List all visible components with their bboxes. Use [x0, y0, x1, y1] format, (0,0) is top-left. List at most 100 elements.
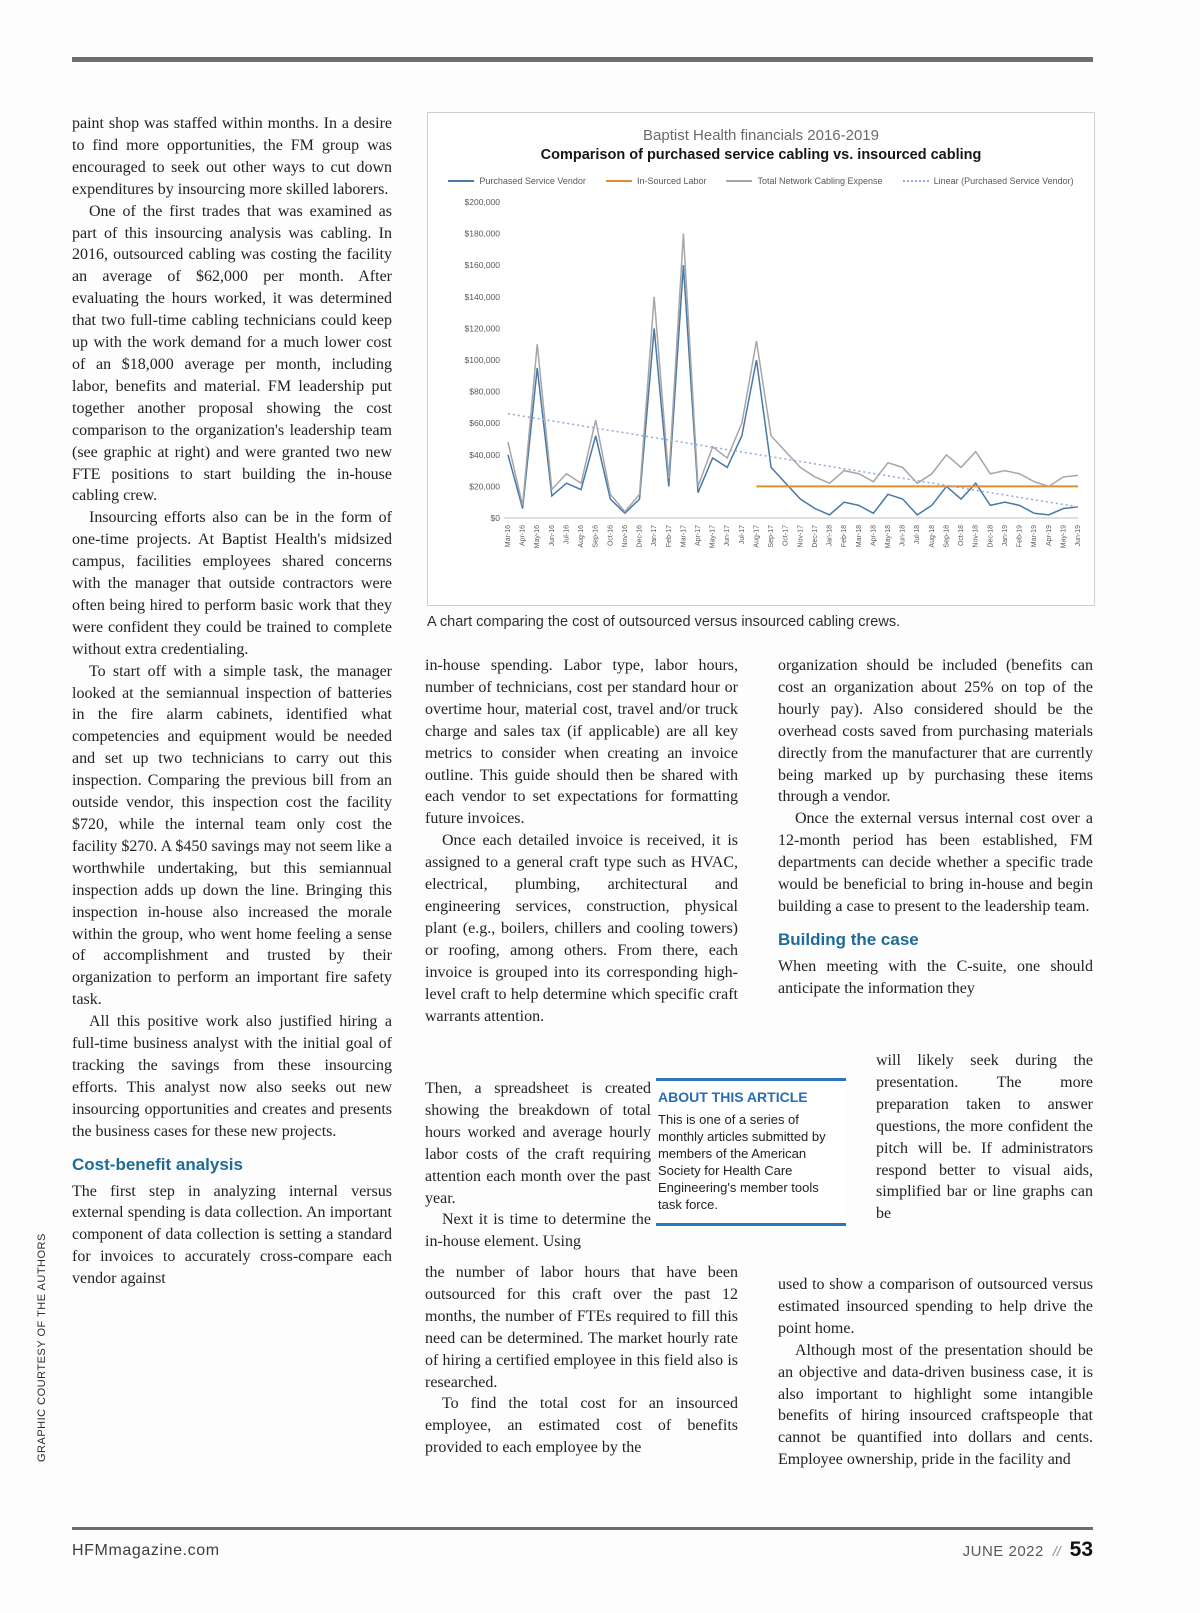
svg-text:Jun-19: Jun-19: [1075, 525, 1082, 547]
middle-column-lower: the number of labor hours that have been…: [425, 1262, 738, 1459]
chart-figure: Baptist Health financials 2016-2019 Comp…: [427, 112, 1095, 606]
right-column-narrow: will likely seek during the presentation…: [876, 1050, 1093, 1225]
paragraph: One of the first trades that was examine…: [72, 202, 392, 505]
svg-text:Aug-17: Aug-17: [753, 525, 760, 548]
subhead-cost-benefit-analysis: Cost-benefit analysis: [72, 1154, 243, 1174]
svg-text:$80,000: $80,000: [469, 387, 500, 397]
svg-text:Mar-16: Mar-16: [505, 525, 512, 547]
svg-text:Oct-17: Oct-17: [783, 525, 790, 546]
svg-text:Jul-17: Jul-17: [739, 525, 746, 544]
paragraph: paint shop was staffed within months. In…: [72, 115, 392, 198]
svg-text:Jul-18: Jul-18: [914, 525, 921, 544]
svg-text:Dec-17: Dec-17: [812, 525, 819, 548]
figure-caption: A chart comparing the cost of outsourced…: [427, 614, 901, 630]
svg-text:$40,000: $40,000: [469, 450, 500, 460]
paragraph: in-house spending. Labor type, labor hou…: [425, 657, 738, 828]
legend-item: Total Network Cabling Expense: [726, 176, 883, 186]
svg-text:May-16: May-16: [534, 525, 541, 548]
svg-text:Jan-17: Jan-17: [651, 525, 658, 547]
svg-text:Sep-16: Sep-16: [593, 525, 600, 548]
paragraph: Then, a spreadsheet is created showing t…: [425, 1080, 651, 1207]
footer-slashes: //: [1052, 1543, 1061, 1559]
paragraph: used to show a comparison of outsourced …: [778, 1276, 1093, 1337]
svg-text:Feb-17: Feb-17: [666, 525, 673, 547]
svg-text:Aug-16: Aug-16: [578, 525, 585, 548]
legend-line-swatch: [902, 180, 929, 182]
legend-item: Purchased Service Vendor: [448, 176, 586, 186]
paragraph: When meeting with the C-suite, one shoul…: [778, 957, 1093, 997]
chart-subtitle: Comparison of purchased service cabling …: [540, 147, 982, 163]
legend-line-swatch: [605, 180, 632, 182]
footer-issue-block: JUNE 2022 // 53: [963, 1538, 1093, 1562]
legend-label: In-Sourced Labor: [636, 176, 707, 186]
graphic-credit-vertical: GRAPHIC COURTESY OF THE AUTHORS: [36, 1233, 48, 1462]
right-column-upper: organization should be included (benefit…: [778, 655, 1093, 1000]
svg-text:Jan-19: Jan-19: [1002, 525, 1009, 547]
svg-text:Jun-18: Jun-18: [900, 525, 907, 547]
footer-page-number: 53: [1069, 1538, 1093, 1561]
svg-text:Aug-18: Aug-18: [929, 525, 936, 548]
svg-text:Dec-16: Dec-16: [637, 525, 644, 548]
left-column: paint shop was staffed within months. In…: [72, 113, 392, 1290]
svg-text:Apr-18: Apr-18: [870, 525, 877, 546]
footer-issue-date: JUNE 2022: [962, 1543, 1044, 1560]
legend-item: Linear (Purchased Service Vendor): [902, 176, 1074, 186]
paragraph: the number of labor hours that have been…: [425, 1264, 738, 1391]
paragraph: Insourcing efforts also can be in the fo…: [72, 509, 392, 658]
svg-text:Apr-17: Apr-17: [695, 525, 702, 546]
svg-text:$20,000: $20,000: [469, 481, 500, 491]
paragraph: All this positive work also justified hi…: [72, 1013, 392, 1140]
svg-text:$140,000: $140,000: [465, 292, 501, 302]
svg-text:Dec-18: Dec-18: [987, 525, 994, 548]
legend-label: Purchased Service Vendor: [479, 176, 586, 186]
svg-text:Apr-19: Apr-19: [1046, 525, 1053, 546]
top-rule: [72, 57, 1093, 62]
svg-text:Nov-16: Nov-16: [622, 525, 629, 548]
svg-text:$100,000: $100,000: [465, 355, 501, 365]
svg-text:Jun-16: Jun-16: [549, 525, 556, 547]
svg-text:Jun-17: Jun-17: [724, 525, 731, 547]
svg-text:Nov-17: Nov-17: [797, 525, 804, 548]
middle-column-narrow: Then, a spreadsheet is created showing t…: [425, 1078, 651, 1253]
about-article-box: ABOUT THIS ARTICLE This is one of a seri…: [656, 1078, 846, 1226]
svg-text:Mar-19: Mar-19: [1031, 525, 1038, 547]
paragraph: The first step in analyzing internal ver…: [72, 1182, 392, 1288]
svg-text:Feb-19: Feb-19: [1017, 525, 1024, 547]
right-column-lower: used to show a comparison of outsourced …: [778, 1274, 1093, 1471]
svg-text:$0: $0: [491, 513, 501, 523]
svg-text:Apr-16: Apr-16: [520, 525, 527, 546]
paragraph: organization should be included (benefit…: [778, 657, 1093, 806]
legend-item: In-Sourced Labor: [605, 176, 707, 186]
svg-text:$180,000: $180,000: [465, 229, 501, 239]
paragraph: Once each detailed invoice is received, …: [425, 832, 738, 1025]
svg-text:Nov-18: Nov-18: [973, 525, 980, 548]
svg-text:Feb-18: Feb-18: [841, 525, 848, 547]
subhead-building-the-case: Building the case: [778, 929, 919, 949]
about-article-body: This is one of a series of monthly artic…: [658, 1112, 826, 1212]
svg-text:Sep-17: Sep-17: [768, 525, 775, 548]
chart-plot: $0 $20,000 $40,000 $60,000 $80,000 $100,000 $1…: [465, 197, 1082, 548]
middle-column-upper: in-house spending. Labor type, labor hou…: [425, 655, 738, 1027]
paragraph: To find the total cost for an insourced …: [425, 1395, 738, 1457]
chart-legend: Purchased Service Vendor In-Sourced Labor…: [428, 176, 1094, 186]
legend-line-swatch: [448, 180, 475, 182]
paragraph: Next it is time to determine the in-hous…: [425, 1211, 651, 1251]
svg-text:$60,000: $60,000: [469, 418, 500, 428]
svg-text:May-19: May-19: [1060, 525, 1067, 548]
svg-text:Mar-17: Mar-17: [680, 525, 687, 547]
svg-text:$200,000: $200,000: [465, 197, 501, 207]
footer-site-link[interactable]: HFMmagazine.com: [72, 1542, 220, 1559]
svg-text:Oct-16: Oct-16: [607, 525, 614, 546]
about-article-title: ABOUT THIS ARTICLE: [658, 1089, 808, 1105]
legend-line-swatch: [726, 180, 753, 182]
legend-label: Linear (Purchased Service Vendor): [933, 176, 1074, 186]
svg-text:$160,000: $160,000: [465, 260, 501, 270]
chart-title: Baptist Health financials 2016-2019: [643, 127, 879, 144]
svg-text:Mar-18: Mar-18: [856, 525, 863, 547]
paragraph: To start off with a simple task, the man…: [72, 662, 392, 1009]
svg-text:$120,000: $120,000: [465, 323, 501, 333]
svg-text:Jan-18: Jan-18: [827, 525, 834, 547]
paragraph: Once the external versus internal cost o…: [778, 810, 1093, 915]
svg-text:Jul-16: Jul-16: [563, 525, 570, 544]
